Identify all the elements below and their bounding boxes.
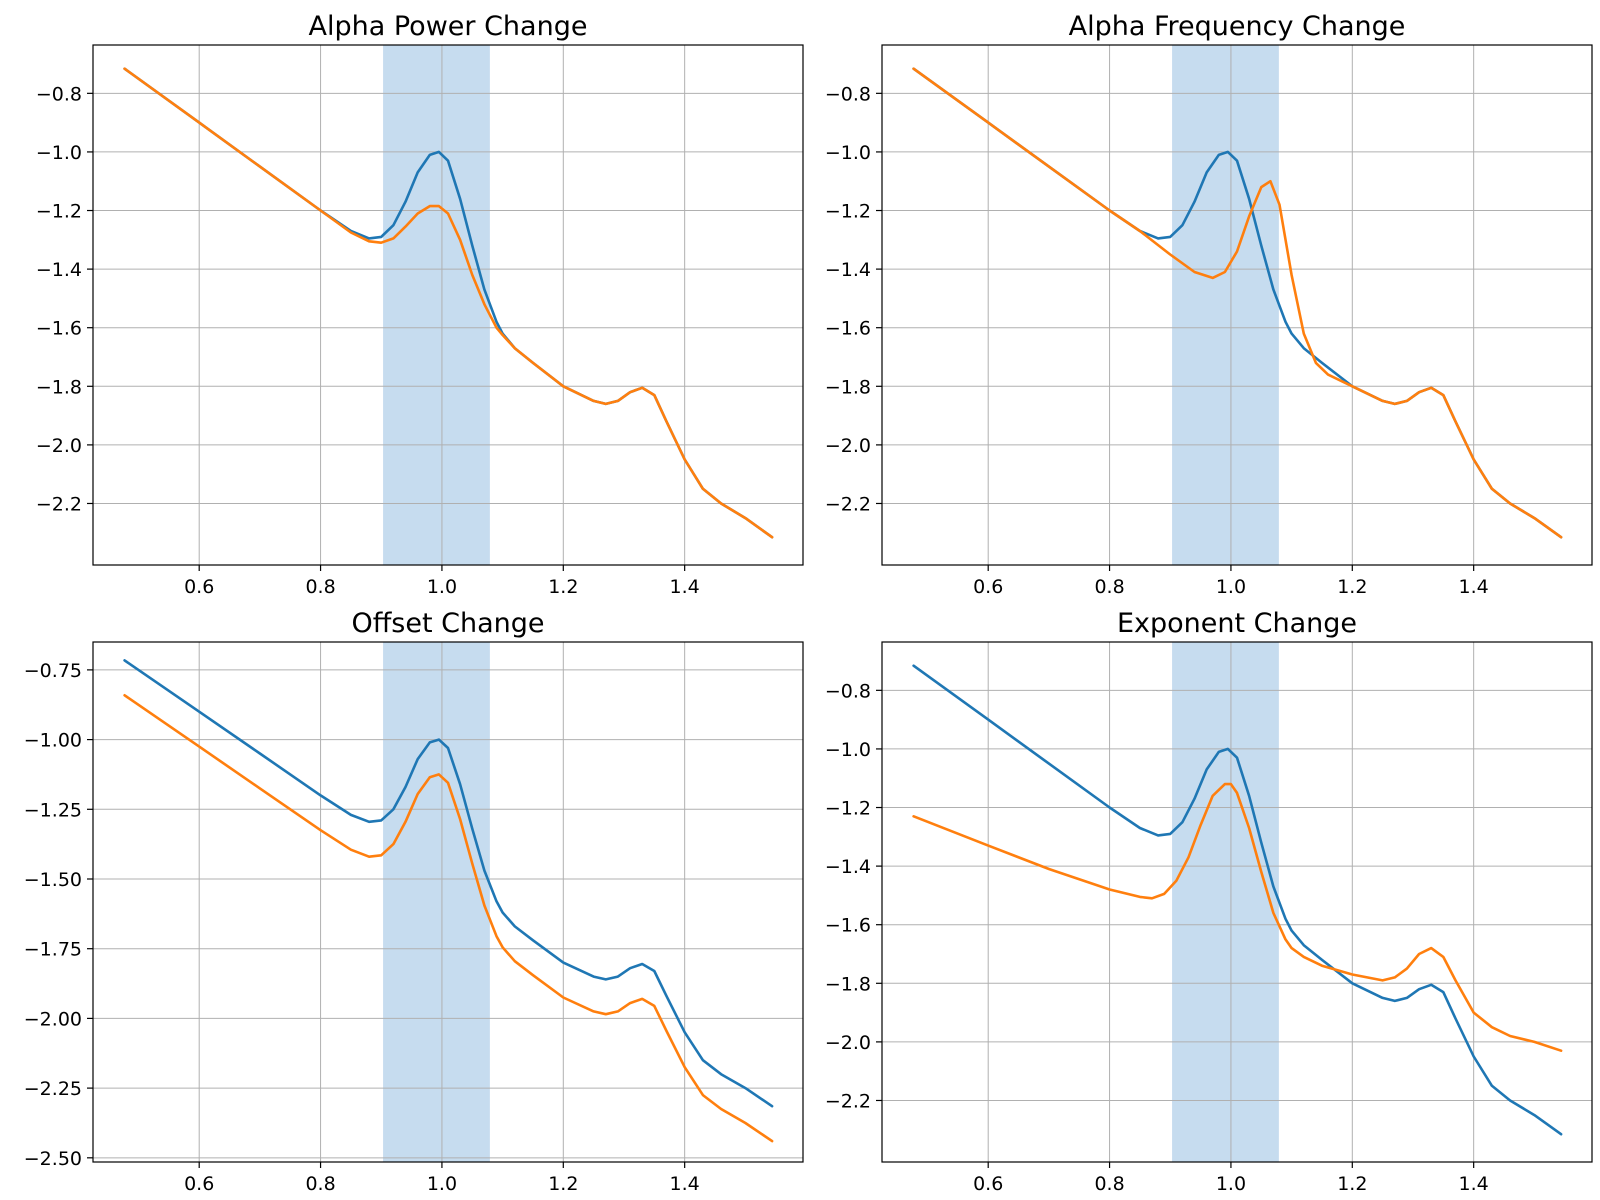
x-tick-label: 1.2 (1337, 576, 1367, 598)
y-tick-label: −1.6 (36, 318, 82, 340)
x-tick-label: 1.2 (1337, 1173, 1367, 1195)
x-tick-label: 0.6 (973, 576, 1003, 598)
chart-title: Alpha Power Change (309, 11, 588, 42)
x-tick-label: 0.6 (184, 576, 214, 598)
chart-title: Exponent Change (1117, 608, 1357, 639)
x-tick-label: 0.6 (973, 1173, 1003, 1195)
series-line-1 (123, 659, 774, 1108)
y-tick-label: −1.8 (825, 376, 871, 398)
y-tick-label: −2.0 (825, 435, 871, 457)
x-tick-label: 1.0 (1216, 1173, 1246, 1195)
y-tick-label: −1.00 (24, 730, 82, 752)
plot-frame (92, 44, 804, 566)
x-tick-label: 0.8 (305, 1173, 335, 1195)
y-tick-label: −1.50 (24, 869, 82, 891)
y-tick-label: −1.75 (24, 939, 82, 961)
y-tick-label: −0.8 (825, 680, 871, 702)
x-tick-label: 0.8 (1094, 1173, 1124, 1195)
y-tick-label: −2.00 (24, 1008, 82, 1030)
series-line-2 (123, 694, 774, 1143)
y-tick-label: −2.2 (825, 493, 871, 515)
highlight-band (383, 45, 490, 565)
highlight-band (383, 642, 490, 1162)
y-tick-label: −1.2 (825, 201, 871, 223)
x-tick-label: 0.6 (184, 1173, 214, 1195)
plot-frame (92, 641, 804, 1163)
y-tick-label: −0.8 (36, 83, 82, 105)
y-tick-label: −1.6 (825, 915, 871, 937)
y-tick-label: −1.6 (825, 318, 871, 340)
x-tick-label: 0.8 (305, 576, 335, 598)
chart-title: Alpha Frequency Change (1069, 11, 1406, 42)
chart-panel: 0.6 0.8 1.0 1.2 1.4 −0.75 −1.00 −1.25 −1.50 −1.75… (24, 608, 804, 1195)
x-tick-label: 1.0 (1216, 576, 1246, 598)
y-tick-label: −1.25 (24, 799, 82, 821)
y-tick-label: −1.0 (825, 739, 871, 761)
x-tick-label: 1.4 (670, 1173, 700, 1195)
x-tick-label: 1.4 (670, 576, 700, 598)
y-tick-label: −1.0 (825, 142, 871, 164)
y-tick-label: −2.2 (36, 493, 82, 515)
series-line-2 (912, 67, 1563, 539)
highlight-band (1172, 642, 1279, 1162)
y-tick-label: −1.4 (825, 856, 871, 878)
x-tick-label: 1.0 (427, 1173, 457, 1195)
x-tick-label: 1.0 (427, 576, 457, 598)
plot-frame (881, 641, 1593, 1163)
y-tick-label: −0.8 (825, 83, 871, 105)
y-tick-label: −2.25 (24, 1078, 82, 1100)
chart-panel: 0.6 0.8 1.0 1.2 1.4 −0.8 −1.0 −1.2 −1.4 −1.6 −1.8 −… (36, 11, 804, 598)
x-tick-label: 1.4 (1459, 576, 1489, 598)
y-tick-label: −1.8 (36, 376, 82, 398)
y-tick-label: −0.75 (24, 660, 82, 682)
y-tick-label: −1.0 (36, 142, 82, 164)
y-tick-label: −1.2 (825, 798, 871, 820)
y-tick-label: −2.50 (24, 1148, 82, 1170)
highlight-band (1172, 45, 1279, 565)
x-tick-label: 1.4 (1459, 1173, 1489, 1195)
x-tick-label: 1.2 (548, 576, 578, 598)
chart-panel: 0.6 0.8 1.0 1.2 1.4 −0.8 −1.0 −1.2 −1.4 −1.6 −1.8 −… (825, 608, 1593, 1195)
y-tick-label: −1.2 (36, 201, 82, 223)
plot-frame (881, 44, 1593, 566)
series-line-2 (912, 782, 1563, 1052)
y-tick-label: −2.2 (825, 1090, 871, 1112)
y-tick-label: −1.4 (36, 259, 82, 281)
chart-title: Offset Change (351, 608, 544, 639)
series-line-2 (123, 67, 774, 539)
y-tick-label: −1.8 (825, 973, 871, 995)
x-tick-label: 0.8 (1094, 576, 1124, 598)
y-tick-label: −2.0 (36, 435, 82, 457)
series-line-1 (912, 664, 1563, 1136)
chart-panel: 0.6 0.8 1.0 1.2 1.4 −0.8 −1.0 −1.2 −1.4 −1.6 −1.8 −… (825, 11, 1593, 598)
y-tick-label: −2.0 (825, 1032, 871, 1054)
x-tick-label: 1.2 (548, 1173, 578, 1195)
y-tick-label: −1.4 (825, 259, 871, 281)
